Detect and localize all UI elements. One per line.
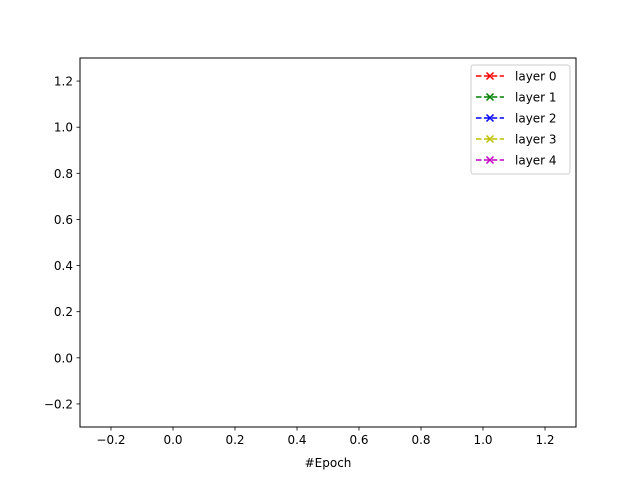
y-tick-label: 0.4	[54, 259, 73, 273]
x-tick-label: 0.6	[349, 433, 368, 447]
y-tick-label: 0.6	[54, 213, 73, 227]
legend: layer 0 layer 1 layer 2 layer 3 layer 4	[470, 64, 571, 175]
legend-marker-x-icon	[485, 92, 495, 102]
legend-item: layer 2	[476, 112, 557, 126]
x-tick-label: 0.8	[411, 433, 430, 447]
x-tick-label: 0.4	[287, 433, 306, 447]
y-tick-label: 1.0	[54, 121, 73, 135]
legend-label: layer 0	[515, 70, 557, 84]
legend-item: layer 1	[476, 91, 557, 105]
x-axis-label: #Epoch	[305, 456, 352, 470]
legend-item: layer 3	[476, 133, 557, 147]
legend-item: layer 0	[476, 70, 557, 84]
legend-label: layer 1	[515, 91, 557, 105]
y-axis-ticks: −0.2 0.0 0.2 0.4 0.6 0.8 1.0 1.2	[44, 75, 80, 411]
legend-marker-x-icon	[485, 155, 495, 165]
x-tick-label: 1.2	[535, 433, 554, 447]
legend-label: layer 3	[515, 133, 557, 147]
x-tick-label: 0.0	[163, 433, 182, 447]
legend-marker-x-icon	[485, 71, 495, 81]
x-tick-label: −0.2	[96, 433, 125, 447]
x-tick-label: 0.2	[225, 433, 244, 447]
legend-marker-x-icon	[485, 134, 495, 144]
legend-marker-x-icon	[485, 113, 495, 123]
y-tick-label: 1.2	[54, 75, 73, 89]
legend-frame	[470, 64, 571, 175]
x-axis-ticks: −0.2 0.0 0.2 0.4 0.6 0.8 1.0 1.2	[96, 427, 555, 447]
y-tick-label: 0.0	[54, 351, 73, 365]
y-tick-label: 0.8	[54, 167, 73, 181]
plot-frame	[79, 57, 577, 428]
legend-label: layer 2	[515, 112, 557, 126]
y-tick-label: 0.2	[54, 305, 73, 319]
legend-label: layer 4	[515, 154, 557, 168]
x-tick-label: 1.0	[473, 433, 492, 447]
y-tick-label: −0.2	[44, 397, 73, 411]
legend-item: layer 4	[476, 154, 557, 168]
